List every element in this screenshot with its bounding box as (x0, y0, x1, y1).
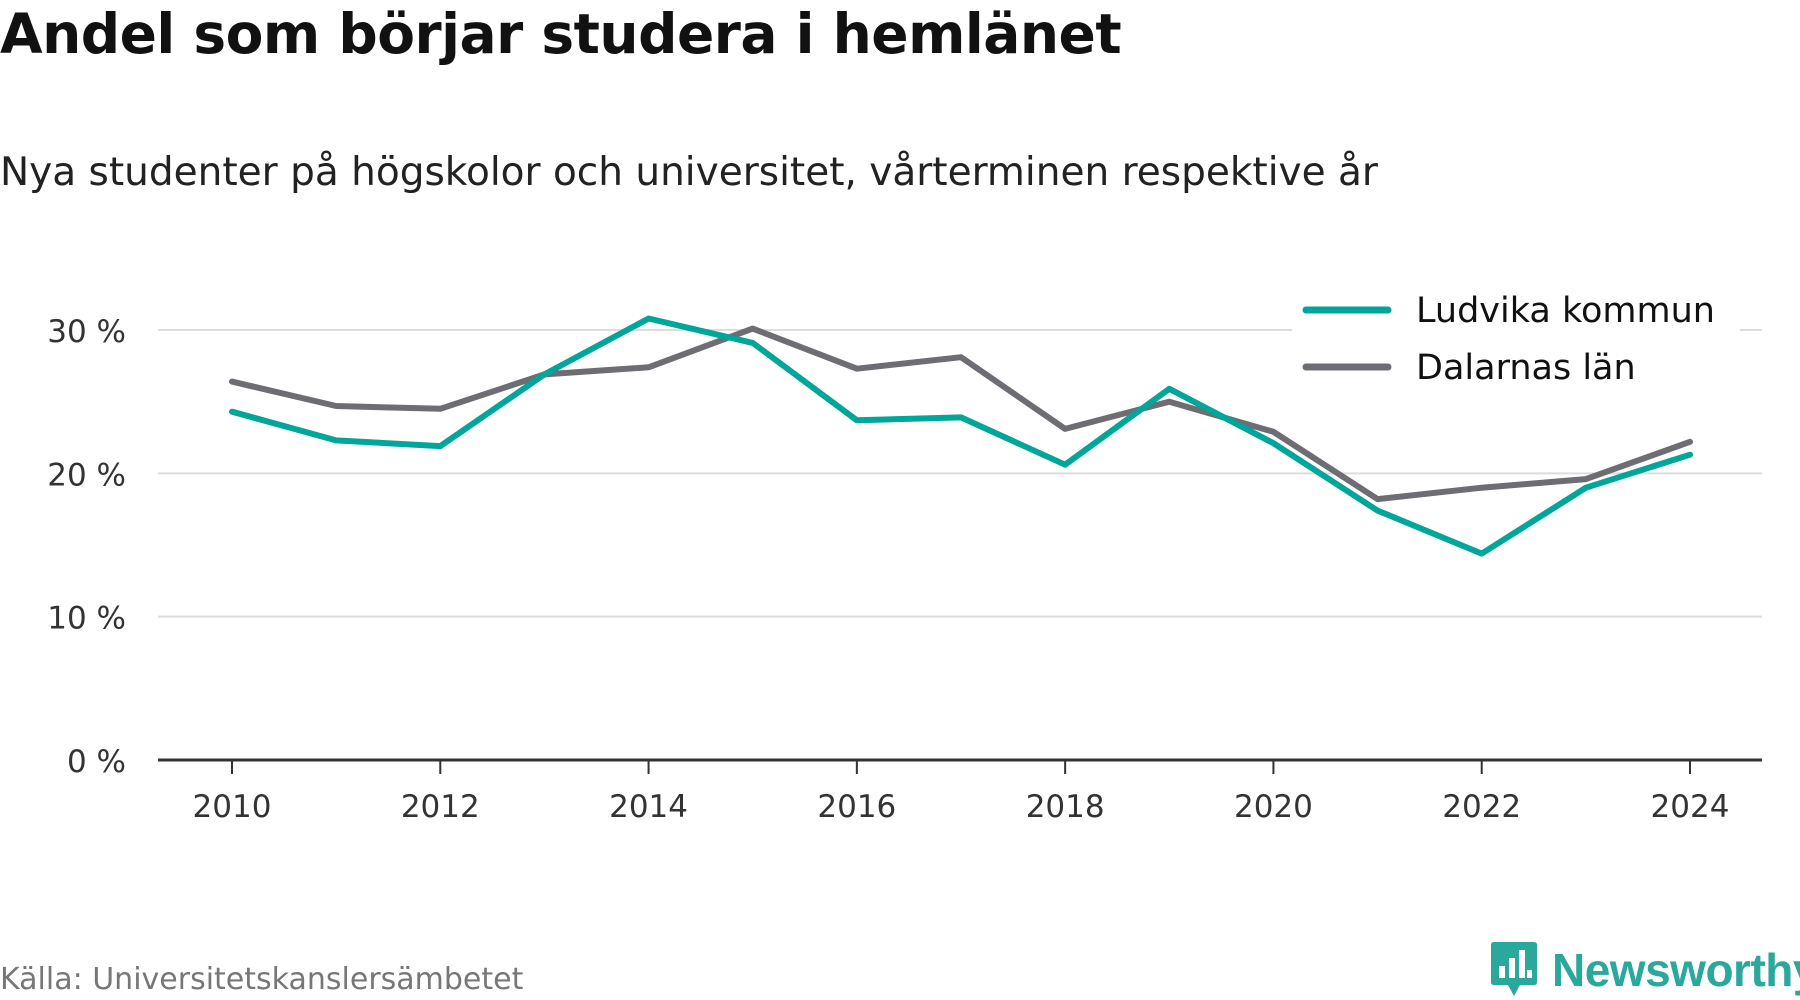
newsworthy-logo: Newsworthy (1490, 940, 1800, 1000)
bar-chart-speech-bubble-icon (1491, 942, 1537, 996)
x-tick-label: 2014 (609, 789, 688, 825)
legend-label: Dalarnas län (1416, 348, 1636, 388)
x-tick-label: 2020 (1234, 789, 1313, 825)
y-tick-label: 30 % (47, 314, 126, 350)
x-axis: 2010 2012 2014 2016 2018 2020 2022 2024 (158, 758, 1762, 825)
y-tick-label: 0 % (67, 744, 126, 780)
x-tick-label: 2024 (1651, 789, 1730, 825)
series-lines (229, 315, 1693, 557)
y-tick-label: 10 % (47, 601, 126, 637)
x-tick-label: 2022 (1442, 789, 1521, 825)
x-tick-label: 2010 (193, 789, 272, 825)
x-tick-label: 2012 (401, 789, 480, 825)
page-subtitle: Nya studenter på högskolor och universit… (0, 150, 1378, 195)
series-line-dalarnas-l-n (229, 325, 1693, 503)
legend-label: Ludvika kommun (1416, 291, 1715, 331)
series-line-ludvika-kommun (229, 315, 1693, 557)
line-chart: 0 % 10 % 20 % 30 % 2010 2012 2014 2016 2018 2020… (47, 282, 1762, 825)
legend-background (1292, 282, 1740, 400)
x-tick-label: 2018 (1026, 789, 1105, 825)
x-tick-label: 2016 (817, 789, 896, 825)
y-axis-tick-labels: 0 % 10 % 20 % 30 % (47, 314, 126, 780)
legend: Ludvika kommun Dalarnas län (1292, 282, 1740, 400)
logo-text: Newsworthy (1552, 944, 1800, 996)
page-title: Andel som börjar studera i hemlänet (0, 2, 1122, 66)
source-note: Källa: Universitetskanslersämbetet (0, 962, 524, 997)
y-tick-label: 20 % (47, 457, 126, 493)
